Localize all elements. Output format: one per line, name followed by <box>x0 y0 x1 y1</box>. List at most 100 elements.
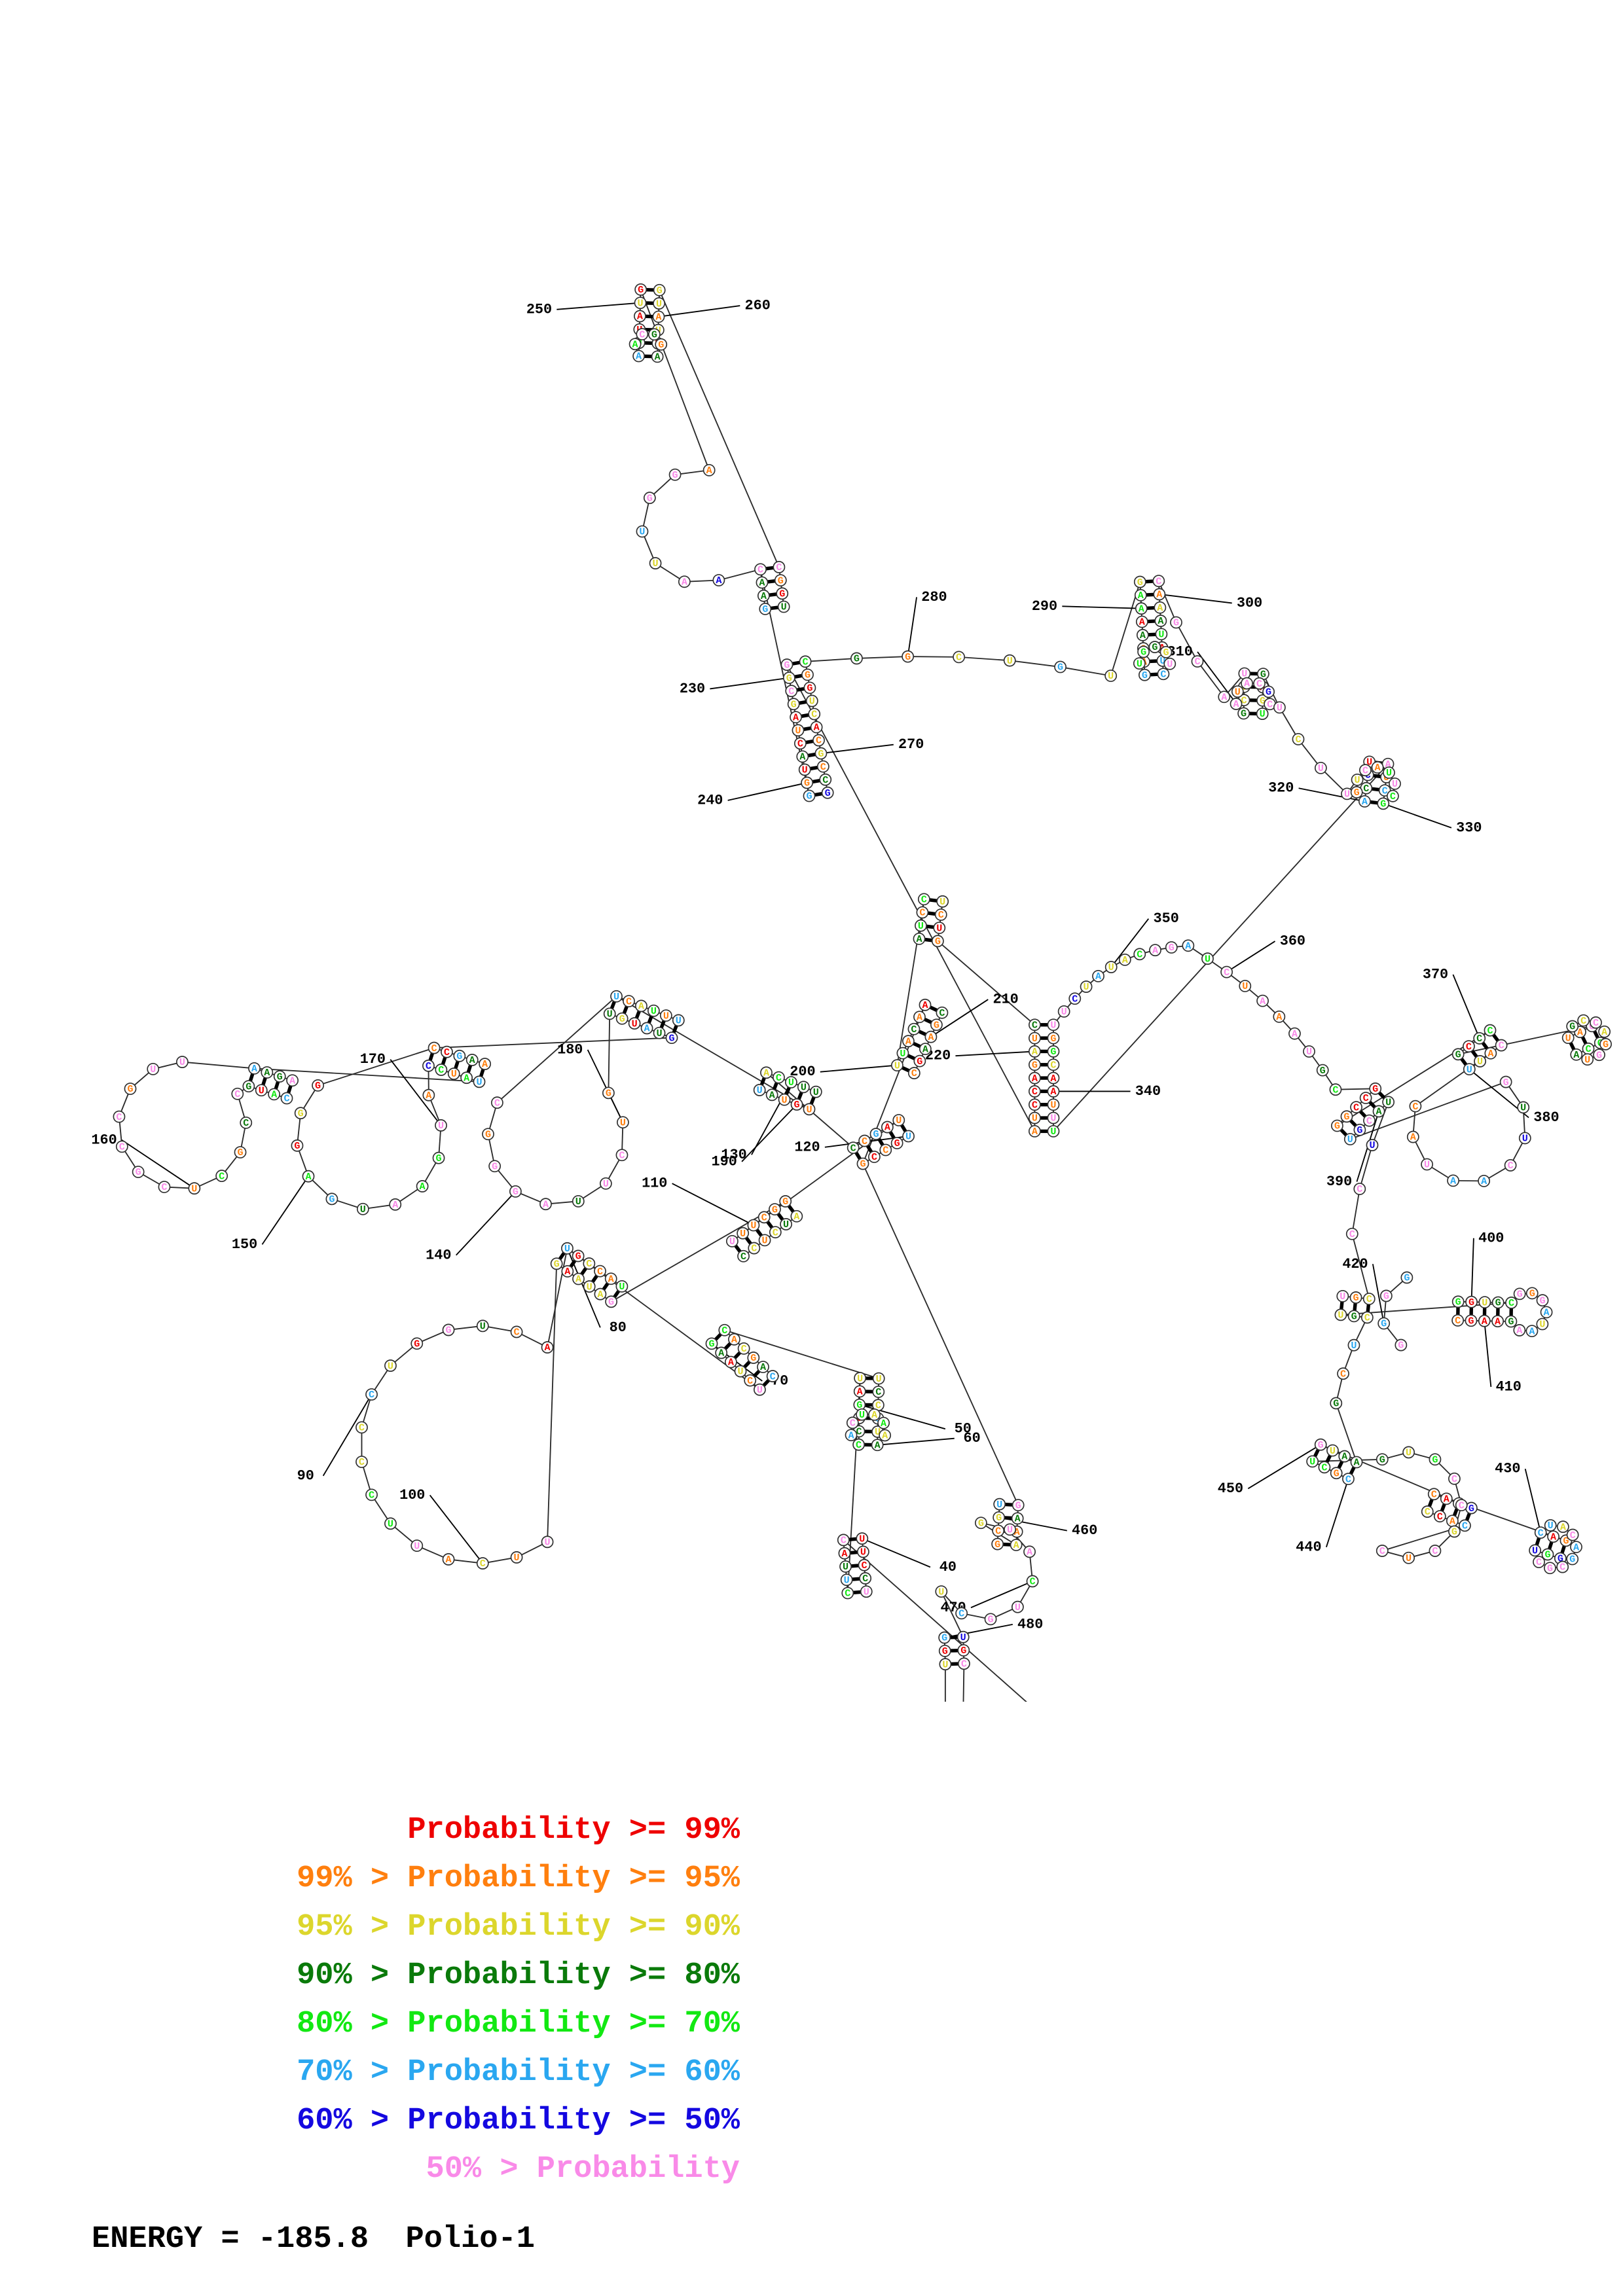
base-pair-bond <box>1548 1541 1554 1550</box>
nucleotide-base: C <box>1050 1059 1056 1071</box>
nucleotide-circle <box>809 1085 822 1098</box>
base-pair-bond <box>799 700 807 705</box>
nucleotide-base: G <box>1398 1340 1404 1352</box>
nucleotide-base: C <box>480 1558 486 1570</box>
nucleotide-circle <box>615 1149 629 1162</box>
nucleotide-base: C <box>773 1227 778 1238</box>
nucleotide-base: A <box>264 1067 270 1079</box>
nucleotide-base: A <box>1573 1541 1580 1553</box>
nucleotide-circle <box>773 1071 785 1084</box>
nucleotide-circle <box>1504 1315 1518 1328</box>
nucleotide-circle <box>1371 761 1384 774</box>
nucleotide-base: C <box>961 1659 967 1670</box>
position-leader-line <box>862 1537 931 1568</box>
position-leader-line <box>1372 1264 1385 1324</box>
nucleotide-base: C <box>1224 967 1230 978</box>
nucleotide-circle <box>1256 994 1269 1007</box>
nucleotide-base: C <box>1366 1115 1372 1127</box>
nucleotide-circle <box>1409 1100 1422 1113</box>
nucleotide-circle <box>615 1012 629 1025</box>
nucleotide-circle <box>869 1128 883 1140</box>
nucleotide-circle <box>907 1022 921 1035</box>
legend-row-label: 90% > Probability >= 80% <box>297 1958 740 1993</box>
nucleotide-base: C <box>919 907 925 919</box>
nucleotide-circle <box>799 655 812 668</box>
nucleotide-circle <box>1478 1174 1491 1187</box>
nucleotide-circle <box>872 1386 885 1398</box>
base-pair-bond <box>756 1229 763 1237</box>
nucleotide-base: C <box>1137 948 1142 960</box>
nucleotide-base: G <box>935 936 941 948</box>
nucleotide-circle <box>892 1114 905 1126</box>
nucleotide-base: G <box>485 1128 491 1140</box>
nucleotide-circle <box>541 1535 554 1549</box>
nucleotide-circle <box>1541 1548 1554 1561</box>
nucleotide-base: G <box>1455 1296 1461 1308</box>
nucleotide-circle <box>1359 1092 1372 1104</box>
nucleotide-base: U <box>1366 757 1372 768</box>
nucleotide-circle <box>1505 1297 1518 1309</box>
nucleotide-base: A <box>1529 1325 1535 1337</box>
nucleotide-base: G <box>996 1512 1002 1524</box>
nucleotide-base: U <box>575 1196 581 1208</box>
nucleotide-base: C <box>1030 1576 1036 1588</box>
nucleotide-circle <box>1350 1101 1362 1114</box>
nucleotide-circle <box>1329 1083 1342 1096</box>
nucleotide-base: A <box>922 999 928 1011</box>
backbone-link <box>1351 1234 1370 1299</box>
nucleotide-circle <box>1534 1526 1547 1539</box>
nucleotide-base: A <box>1013 1539 1020 1551</box>
nucleotide-circle <box>1363 1114 1376 1127</box>
nucleotide-circle <box>728 1333 740 1346</box>
nucleotide-circle <box>1155 628 1168 641</box>
position-leader-line <box>121 1139 195 1189</box>
position-label: 430 <box>1495 1461 1520 1477</box>
nucleotide-circle <box>561 1242 574 1255</box>
nucleotide-base: C <box>921 894 927 906</box>
base-pair-bond <box>610 1001 616 1009</box>
legend-row: 99% > Probability >= 95% <box>0 1855 740 1903</box>
nucleotide-base: U <box>859 1533 865 1545</box>
nucleotide-base: A <box>1573 1049 1580 1061</box>
nucleotide-base: U <box>1520 1102 1526 1114</box>
nucleotide-circle <box>1389 777 1401 790</box>
nucleotide-circle <box>1104 961 1118 973</box>
nucleotide-circle <box>785 685 798 698</box>
nucleotide-base: C <box>514 1327 520 1338</box>
nucleotide-circle <box>913 932 926 945</box>
legend-row-label: 95% > Probability >= 90% <box>297 1910 740 1945</box>
nucleotide-base: C <box>1390 791 1396 802</box>
nucleotide-circle <box>602 1086 615 1100</box>
nucleotide-base: U <box>587 1281 593 1293</box>
nucleotide-base: A <box>1244 678 1250 690</box>
position-leader-line <box>587 1049 624 1123</box>
base-pair-bond <box>902 1066 910 1073</box>
nucleotide-circle <box>312 1079 325 1092</box>
nucleotide-circle <box>623 995 635 1008</box>
nucleotide-base: U <box>939 896 945 908</box>
nucleotide-circle <box>747 1219 760 1232</box>
nucleotide-base: U <box>388 1360 393 1372</box>
base-pair-bond <box>1452 1508 1459 1516</box>
base-pair-bond <box>918 1030 927 1036</box>
nucleotide-base: A <box>1140 630 1146 641</box>
nucleotide-base: G <box>1318 1439 1324 1451</box>
nucleotide-circle <box>724 1355 737 1369</box>
nucleotide-base: U <box>613 991 619 1003</box>
nucleotide-circle <box>792 724 805 737</box>
base-pair-bond <box>810 765 818 771</box>
nucleotide-base: U <box>813 1086 819 1098</box>
nucleotide-circle <box>1350 786 1363 798</box>
backbone-link <box>958 656 1010 662</box>
backbone-link <box>1053 763 1389 1132</box>
nucleotide-base: U <box>801 1081 807 1093</box>
position-label: 270 <box>898 736 924 753</box>
nucleotide-circle <box>919 1043 932 1056</box>
nucleotide-base: A <box>1410 1132 1417 1143</box>
nucleotide-base: C <box>234 1088 240 1100</box>
nucleotide-circle <box>936 1006 949 1019</box>
nucleotide-circle <box>1347 1338 1360 1352</box>
nucleotide-circle <box>635 999 647 1013</box>
nucleotide-base: G <box>778 575 784 586</box>
nucleotide-circle <box>1406 1130 1419 1143</box>
